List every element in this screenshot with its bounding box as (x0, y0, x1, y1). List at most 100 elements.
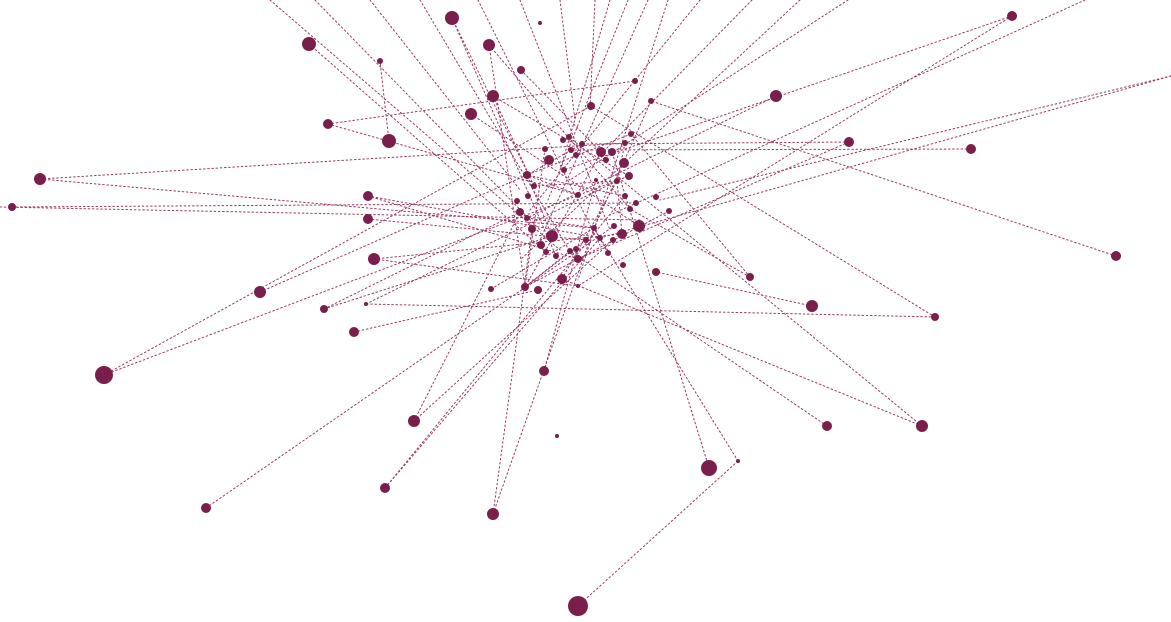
graph-node[interactable] (653, 194, 659, 200)
graph-node[interactable] (34, 173, 46, 185)
graph-node[interactable] (8, 203, 16, 211)
graph-node[interactable] (465, 108, 477, 120)
graph-node[interactable] (544, 155, 554, 165)
graph-node[interactable] (574, 255, 582, 263)
graph-node[interactable] (546, 230, 558, 242)
graph-link (561, 278, 923, 427)
graph-node[interactable] (363, 191, 373, 201)
graph-node[interactable] (445, 11, 459, 25)
graph-node[interactable] (561, 167, 567, 173)
graph-node[interactable] (916, 420, 928, 432)
graph-node[interactable] (555, 434, 559, 438)
graph-node[interactable] (542, 146, 548, 152)
graph-node[interactable] (517, 66, 525, 74)
graph-node[interactable] (633, 200, 639, 206)
graph-node[interactable] (201, 503, 211, 513)
graph-node[interactable] (382, 134, 396, 148)
graph-node[interactable] (591, 225, 597, 231)
graph-node[interactable] (488, 286, 494, 292)
graph-node[interactable] (822, 421, 832, 431)
graph-node[interactable] (566, 134, 572, 140)
graph-node[interactable] (597, 235, 603, 241)
graph-node[interactable] (349, 327, 359, 337)
graph-node[interactable] (302, 37, 316, 51)
graph-node[interactable] (524, 215, 530, 221)
graph-node[interactable] (770, 90, 782, 102)
graph-node[interactable] (408, 415, 420, 427)
graph-node[interactable] (487, 508, 499, 520)
graph-node[interactable] (1111, 251, 1121, 261)
graph-node[interactable] (746, 273, 754, 281)
graph-node[interactable] (534, 286, 542, 294)
graph-node[interactable] (538, 21, 542, 25)
graph-node[interactable] (620, 262, 626, 268)
graph-node[interactable] (614, 178, 620, 184)
graph-node[interactable] (528, 225, 536, 233)
graph-node[interactable] (648, 98, 654, 104)
graph-node[interactable] (483, 39, 495, 51)
graph-node[interactable] (323, 119, 333, 129)
graph-link (39, 142, 626, 180)
graph-node[interactable] (736, 459, 740, 463)
graph-node[interactable] (537, 241, 545, 249)
graph-node[interactable] (608, 148, 616, 156)
graph-node[interactable] (844, 137, 854, 147)
graph-node[interactable] (567, 248, 573, 254)
graph-node[interactable] (380, 483, 390, 493)
graph-node[interactable] (579, 141, 585, 147)
graph-node[interactable] (1007, 11, 1017, 21)
graph-node[interactable] (531, 183, 537, 189)
graph-node[interactable] (539, 366, 549, 376)
graph-node[interactable] (931, 313, 939, 321)
graph-node[interactable] (583, 237, 589, 243)
graph-node[interactable] (611, 223, 617, 229)
graph-node[interactable] (628, 131, 634, 137)
graph-node[interactable] (652, 268, 660, 276)
graph-node[interactable] (568, 147, 574, 153)
graph-node[interactable] (363, 214, 373, 224)
graph-node[interactable] (487, 90, 499, 102)
graph-link (526, 217, 595, 229)
graph-node[interactable] (576, 284, 580, 288)
graph-node[interactable] (557, 274, 567, 284)
graph-node[interactable] (516, 208, 524, 216)
graph-node[interactable] (95, 366, 113, 384)
graph-node[interactable] (666, 208, 672, 214)
graph-node[interactable] (568, 596, 588, 616)
graph-node[interactable] (622, 193, 628, 199)
graph-node[interactable] (525, 193, 531, 199)
graph-node[interactable] (573, 246, 579, 252)
graph-node[interactable] (594, 178, 598, 182)
graph-node[interactable] (603, 157, 609, 163)
graph-node[interactable] (806, 300, 818, 312)
graph-node[interactable] (364, 302, 368, 306)
graph-node[interactable] (633, 220, 645, 232)
graph-node[interactable] (521, 283, 529, 291)
graph-node[interactable] (622, 140, 628, 146)
graph-node[interactable] (320, 305, 328, 313)
graph-link (379, 60, 390, 142)
graph-node[interactable] (610, 237, 616, 243)
graph-node[interactable] (625, 172, 633, 180)
graph-node[interactable] (553, 253, 559, 259)
graph-node[interactable] (254, 286, 266, 298)
graph-node[interactable] (368, 253, 380, 265)
graph-node[interactable] (619, 158, 629, 168)
graph-link (609, 0, 1086, 216)
graph-node[interactable] (560, 137, 566, 143)
graph-node[interactable] (627, 206, 633, 212)
graph-node[interactable] (632, 78, 638, 84)
graph-node[interactable] (377, 58, 383, 64)
graph-node[interactable] (966, 144, 976, 154)
graph-node[interactable] (514, 198, 520, 204)
graph-node[interactable] (587, 102, 595, 110)
graph-node[interactable] (605, 250, 611, 256)
graph-node[interactable] (701, 460, 717, 476)
graph-node[interactable] (596, 147, 606, 157)
graph-node[interactable] (617, 229, 627, 239)
graph-node[interactable] (543, 249, 549, 255)
graph-node[interactable] (523, 171, 531, 179)
graph-link (384, 195, 626, 489)
graph-node[interactable] (573, 152, 579, 158)
graph-node[interactable] (575, 192, 581, 198)
